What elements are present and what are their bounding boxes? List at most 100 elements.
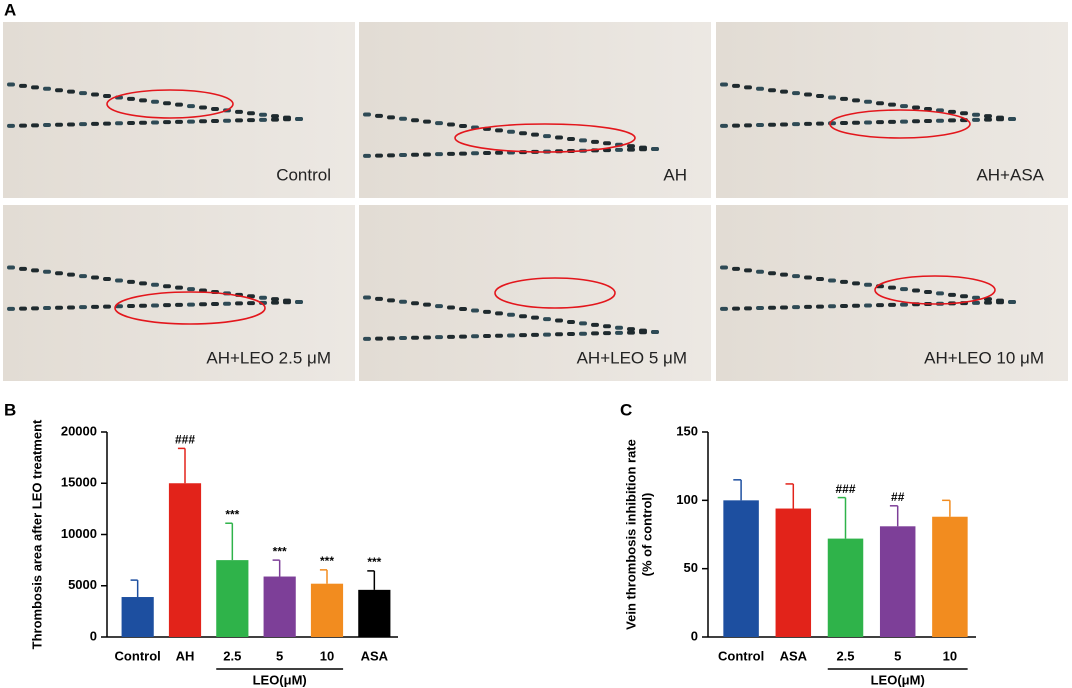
significance: ***	[225, 507, 239, 521]
pigment	[780, 305, 788, 310]
pigment	[55, 305, 63, 310]
pigment	[271, 117, 279, 122]
x-tick-label: 5	[894, 648, 901, 663]
pigment	[163, 101, 171, 106]
pigment	[732, 123, 740, 128]
bar	[168, 483, 202, 637]
pigment	[211, 302, 219, 307]
pigment	[295, 116, 303, 121]
pigment	[459, 151, 467, 156]
pigment	[151, 120, 159, 125]
pigment	[996, 300, 1004, 305]
pigment	[43, 269, 51, 274]
pigment	[247, 111, 255, 116]
pigment	[435, 335, 443, 340]
pigment	[1008, 116, 1016, 121]
pigment	[840, 121, 848, 126]
pigment	[271, 297, 279, 302]
pigment	[435, 121, 443, 126]
pigment	[259, 117, 267, 122]
x-tick-label: Control	[115, 648, 161, 663]
group-label: LEO(μM)	[871, 672, 925, 687]
pigment	[615, 147, 623, 152]
pigment	[816, 121, 824, 126]
pigment	[984, 114, 992, 119]
pigment	[912, 119, 920, 124]
pigment	[31, 268, 39, 273]
pigment	[103, 121, 111, 126]
pigment	[247, 301, 255, 306]
pigment	[411, 335, 419, 340]
bar	[358, 589, 391, 637]
pigment	[387, 115, 395, 120]
y-tick-label: 5000	[68, 577, 97, 592]
pigment	[555, 318, 563, 323]
x-tick-label: 2.5	[223, 648, 241, 663]
pigment	[507, 333, 515, 338]
photo	[716, 205, 1068, 381]
pigment	[579, 331, 587, 336]
pigment	[163, 284, 171, 289]
pigment	[7, 265, 15, 270]
bar	[121, 597, 154, 637]
pigment	[175, 119, 183, 124]
pigment	[720, 123, 728, 128]
pigment	[79, 274, 87, 279]
pigment	[852, 98, 860, 103]
pigment	[435, 152, 443, 157]
pigment	[744, 268, 752, 273]
photo	[3, 205, 355, 381]
y-axis-label: (% of control)	[639, 493, 654, 577]
pigment	[363, 336, 371, 341]
pigment	[567, 319, 575, 324]
pigment	[780, 272, 788, 277]
pigment	[459, 334, 467, 339]
pigment	[259, 112, 267, 117]
pigment	[495, 150, 503, 155]
pigment	[7, 123, 15, 128]
pigment	[924, 289, 932, 294]
y-tick-label: 150	[676, 423, 698, 438]
thrombus-outline	[114, 291, 266, 325]
pigment	[387, 298, 395, 303]
pigment	[888, 102, 896, 107]
pigment	[828, 121, 836, 126]
pigment	[984, 300, 992, 305]
pigment	[175, 285, 183, 290]
pigment	[459, 307, 467, 311]
pigment	[543, 317, 551, 322]
significance: ###	[835, 482, 855, 496]
pigment	[495, 128, 503, 133]
pigment	[639, 330, 647, 335]
pigment	[507, 312, 515, 317]
pigment	[223, 301, 231, 306]
y-tick-label: 20000	[61, 423, 97, 438]
pigment	[567, 136, 575, 141]
pigment	[447, 122, 455, 127]
pigment	[627, 330, 635, 335]
pigment	[163, 120, 171, 125]
pigment	[151, 282, 159, 287]
x-tick-label: ASA	[361, 648, 389, 663]
pigment	[792, 305, 800, 310]
pigment	[603, 141, 611, 146]
pigment	[127, 304, 135, 309]
significance: ###	[175, 433, 195, 447]
x-tick-label: AH	[176, 648, 195, 663]
pigment	[247, 118, 255, 123]
pigment	[399, 153, 407, 158]
pigment	[115, 304, 123, 309]
pigment	[804, 304, 812, 309]
thrombus-outline	[106, 89, 234, 119]
pigment	[948, 292, 956, 297]
pigment	[375, 336, 383, 341]
pigment	[792, 122, 800, 127]
pigment	[363, 112, 371, 117]
pigment	[55, 122, 63, 127]
pigment	[43, 86, 51, 91]
pigment	[199, 105, 207, 110]
pigment	[375, 153, 383, 158]
thrombus-outline	[874, 275, 996, 305]
pigment	[828, 278, 836, 283]
pigment	[900, 104, 908, 109]
